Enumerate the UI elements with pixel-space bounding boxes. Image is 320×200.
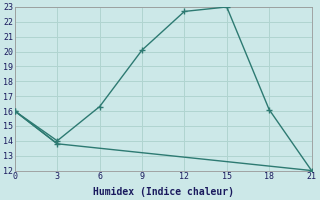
X-axis label: Humidex (Indice chaleur): Humidex (Indice chaleur): [93, 186, 234, 197]
